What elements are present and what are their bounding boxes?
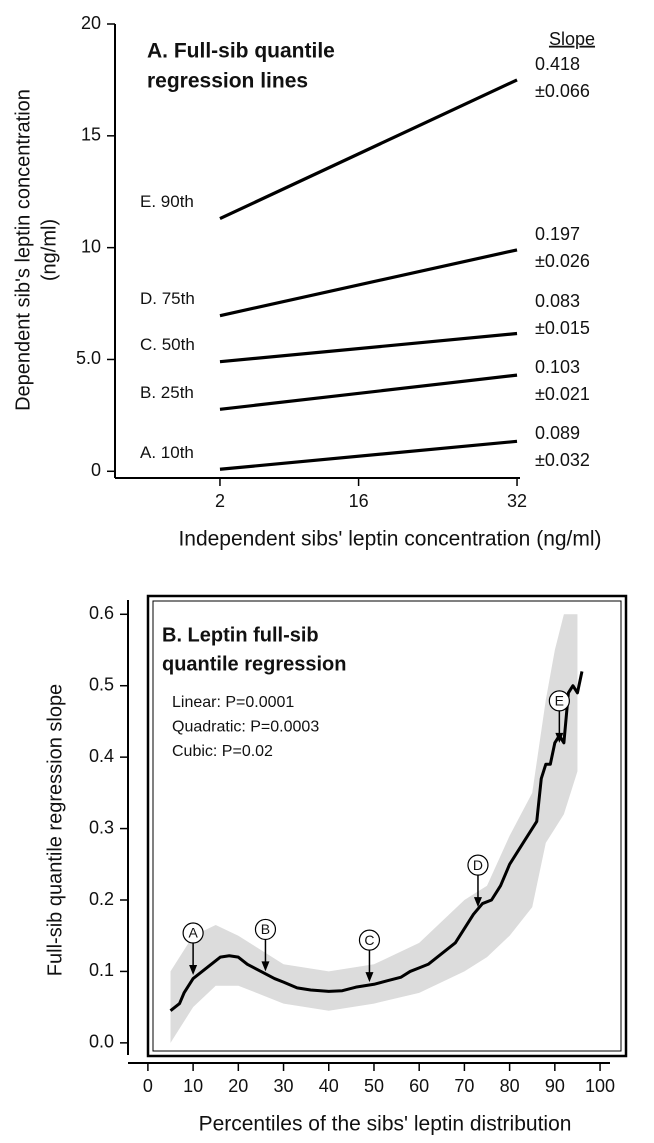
marker-circle	[182, 922, 204, 944]
chart-title: quantile regression	[162, 653, 347, 675]
slope-label: ±0.015	[535, 318, 590, 338]
marker-arrowhead	[555, 732, 564, 743]
regression-line	[219, 78, 518, 221]
slope-label: ±0.032	[535, 450, 590, 470]
series-label: B. 25th	[140, 383, 194, 402]
x-tick-label: 40	[319, 1076, 339, 1096]
stat-note: Quadratic: P=0.0003	[172, 719, 319, 736]
marker-circle	[548, 690, 570, 712]
series-label: D. 75th	[140, 289, 195, 308]
chart-title: regression lines	[147, 70, 308, 93]
marker-circle	[358, 929, 381, 951]
y-tick-label: 0.2	[89, 889, 114, 909]
y-tick-label: 20	[81, 13, 101, 33]
slope-label: 0.083	[535, 291, 580, 311]
slope-label: ±0.066	[535, 81, 590, 101]
stat-note: Linear: P=0.0001	[172, 694, 294, 711]
x-tick-label: 10	[183, 1076, 203, 1096]
y-tick-label: 0.0	[89, 1032, 114, 1052]
x-axis-title: Independent sibs' leptin concentration (…	[178, 528, 601, 551]
y-tick-label: 0.6	[89, 603, 114, 623]
x-tick-label: 16	[349, 491, 369, 511]
x-tick-label: 32	[507, 491, 527, 511]
y-tick-label: 15	[81, 125, 101, 145]
slope-label: 0.089	[535, 423, 580, 443]
slope-label: 0.418	[535, 54, 580, 74]
confidence-band	[170, 614, 578, 1043]
marker-label: B	[261, 921, 270, 937]
slope-header: Slope	[549, 29, 595, 49]
marker-arrowhead	[189, 965, 198, 975]
marker-arrowhead	[473, 897, 482, 908]
slope-label: ±0.026	[535, 251, 590, 271]
x-tick-label: 80	[500, 1076, 520, 1096]
slope-label: 0.103	[535, 357, 580, 377]
x-tick-label: 50	[364, 1076, 384, 1096]
regression-line	[219, 439, 518, 471]
marker-arrowhead	[365, 972, 374, 983]
x-tick-label: 2	[215, 491, 225, 511]
marker-label: C	[364, 932, 374, 948]
y-axis-title: (ng/ml)	[38, 219, 60, 281]
y-axis-title: Dependent sib's leptin concentration	[12, 89, 34, 411]
regression-line	[219, 331, 518, 364]
y-axis-title: Full-sib quantile regression slope	[44, 684, 66, 976]
regression-line	[219, 373, 518, 411]
y-tick-label: 0.1	[89, 960, 114, 980]
marker-arrowhead	[261, 961, 270, 972]
x-tick-label: 90	[545, 1076, 565, 1096]
y-tick-label: 0.3	[89, 817, 114, 837]
slope-label: ±0.021	[535, 384, 590, 404]
x-axis-title: Percentiles of the sibs' leptin distribu…	[199, 1113, 572, 1136]
marker-label: E	[555, 693, 564, 709]
chart-title: A. Full-sib quantile	[147, 40, 335, 63]
x-tick-label: 60	[409, 1076, 429, 1096]
marker-circle	[467, 854, 489, 876]
panel-frame	[146, 594, 628, 1058]
y-tick-label: 0	[91, 460, 101, 480]
panel-inner-frame	[152, 600, 622, 1052]
y-tick-label: 0.5	[89, 674, 114, 694]
marker-label: D	[473, 857, 483, 873]
regression-line	[219, 248, 518, 318]
series-label: A. 10th	[140, 443, 194, 462]
y-tick-label: 5.0	[76, 348, 101, 368]
slope-line	[169, 671, 584, 1012]
marker-circle	[254, 918, 277, 941]
x-tick-label: 20	[228, 1076, 248, 1096]
y-tick-label: 10	[81, 236, 101, 256]
y-tick-label: 0.4	[89, 746, 114, 766]
series-label: C. 50th	[140, 335, 195, 354]
x-tick-label: 100	[585, 1076, 615, 1096]
x-tick-label: 0	[143, 1076, 153, 1096]
x-tick-label: 70	[454, 1076, 474, 1096]
x-tick-label: 30	[274, 1076, 294, 1096]
slope-label: 0.197	[535, 224, 580, 244]
stat-note: Cubic: P=0.02	[172, 743, 273, 760]
chart-title: B. Leptin full-sib	[162, 624, 319, 646]
series-label: E. 90th	[140, 192, 194, 211]
marker-label: A	[188, 925, 198, 941]
